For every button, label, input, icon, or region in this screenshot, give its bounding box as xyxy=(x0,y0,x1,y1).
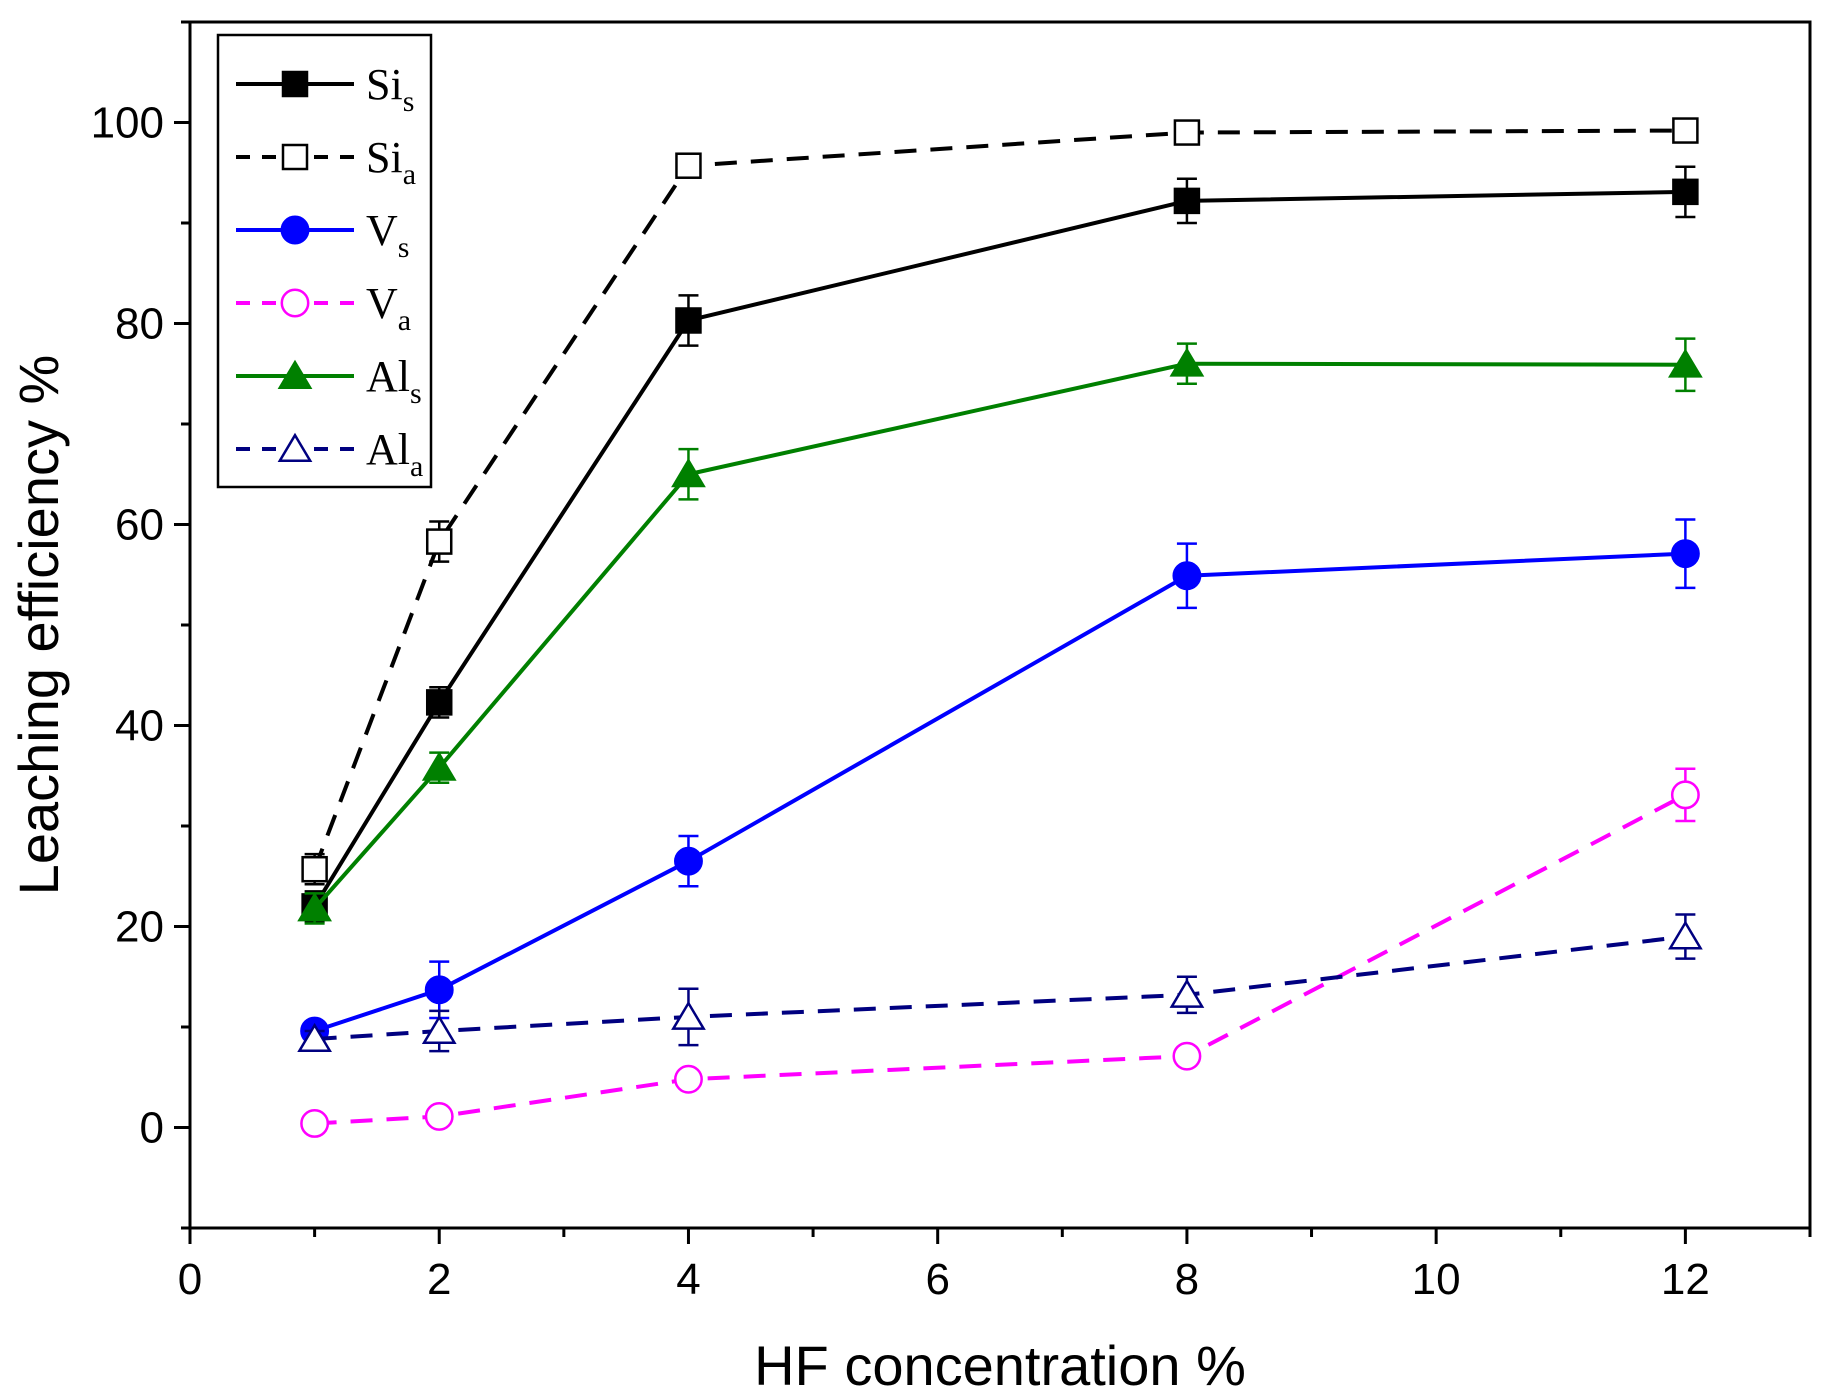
series-si-a xyxy=(301,117,1699,886)
legend-marker xyxy=(281,70,309,98)
legend-subscript: a xyxy=(410,450,423,483)
data-point xyxy=(1672,178,1699,206)
series-line xyxy=(313,361,1686,910)
data-point xyxy=(424,1101,454,1131)
data-point xyxy=(1172,561,1202,591)
data-point xyxy=(425,528,453,555)
legend-item: Sia xyxy=(236,133,416,191)
data-point xyxy=(301,855,328,883)
series-line xyxy=(312,189,1686,908)
legend-subscript: s xyxy=(410,377,422,410)
data-point xyxy=(675,152,702,179)
y-tick-label: 60 xyxy=(115,501,164,550)
data-point xyxy=(1672,117,1699,144)
legend-item: Ala xyxy=(236,425,423,483)
legend-subscript: s xyxy=(403,85,415,118)
legend-item: Va xyxy=(236,279,411,337)
data-point xyxy=(300,1109,330,1138)
x-tick-label: 4 xyxy=(676,1255,700,1304)
data-point xyxy=(1668,920,1703,950)
y-tick-label: 100 xyxy=(91,99,164,148)
plot-frame xyxy=(188,20,1812,1230)
data-point xyxy=(1668,348,1703,378)
legend-marker xyxy=(281,143,309,171)
x-axis-title: HF concentration % xyxy=(754,1334,1246,1395)
legend-marker xyxy=(280,288,310,318)
legend-item: Sis xyxy=(236,60,414,118)
data-point xyxy=(671,458,706,488)
legend-marker xyxy=(280,215,310,245)
series-v-a xyxy=(300,767,1700,1138)
x-tick-label: 8 xyxy=(1175,1255,1199,1304)
legend-subscript: a xyxy=(398,304,411,337)
data-point xyxy=(421,751,457,781)
data-point xyxy=(297,892,332,922)
x-tick-label: 2 xyxy=(427,1255,451,1304)
series-al-a xyxy=(297,913,1703,1053)
y-tick-label: 20 xyxy=(115,903,164,952)
x-tick-label: 10 xyxy=(1412,1255,1461,1304)
legend-box xyxy=(216,33,433,489)
data-point xyxy=(425,689,453,716)
x-tick-label: 12 xyxy=(1661,1255,1710,1304)
legend-marker xyxy=(277,359,313,389)
y-tick-label: 80 xyxy=(115,300,164,349)
data-point xyxy=(1172,1041,1202,1071)
legend-label: Va xyxy=(366,279,411,337)
data-point xyxy=(675,307,702,334)
series-line xyxy=(312,128,1686,870)
data-point xyxy=(1173,187,1201,215)
y-axis-title: Leaching efficiency % xyxy=(7,355,70,896)
series-al-s xyxy=(297,337,1703,925)
plot-area xyxy=(188,20,1812,1230)
data-point xyxy=(1173,119,1201,146)
legend-subscript: a xyxy=(403,158,416,191)
series-layer xyxy=(297,117,1703,1138)
data-point xyxy=(424,975,454,1005)
data-point xyxy=(1670,780,1700,810)
series-si-s xyxy=(301,165,1699,923)
x-axis-ticks: 0 2 4 6 8 10 12 xyxy=(178,1228,1812,1304)
data-point xyxy=(1169,347,1205,377)
y-axis-ticks: 0 20 40 60 80 100 xyxy=(91,20,190,1230)
series-v-s xyxy=(300,518,1700,1046)
data-point xyxy=(1670,539,1700,569)
data-point xyxy=(421,1014,457,1044)
series-line xyxy=(314,934,1686,1042)
data-point xyxy=(674,846,703,876)
data-point xyxy=(1169,978,1205,1008)
legend-item: Vs xyxy=(236,206,409,264)
data-point xyxy=(297,1022,332,1053)
x-tick-label: 0 xyxy=(178,1255,202,1304)
legend-subscript: s xyxy=(398,231,410,264)
x-tick-label: 6 xyxy=(925,1255,949,1304)
data-point xyxy=(671,1000,706,1030)
y-tick-label: 40 xyxy=(115,702,164,751)
legend-marker xyxy=(277,432,313,462)
data-point xyxy=(674,1064,703,1094)
y-tick-label: 0 xyxy=(140,1104,164,1153)
